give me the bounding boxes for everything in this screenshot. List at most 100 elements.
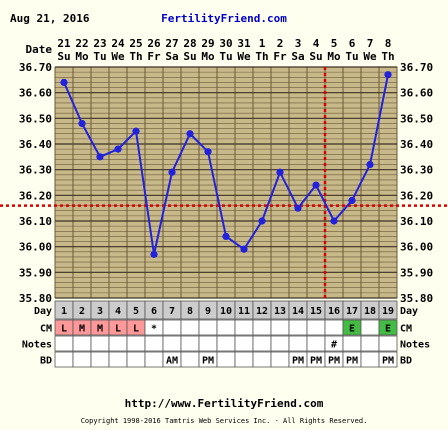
weekday-label: Su (183, 50, 196, 63)
footer-copyright: Copyright 1998-2016 Tamtris Web Services… (81, 417, 368, 425)
bd-cell-box (252, 351, 272, 368)
weekday-label: Mo (201, 50, 215, 63)
weekday-label: Fr (273, 50, 287, 63)
day-cell-text: 16 (328, 306, 340, 317)
notes-cell-box (108, 335, 128, 352)
bd-cell-text: PM (310, 356, 322, 367)
notes-cell-box (90, 335, 110, 352)
day-cell-text: 4 (115, 306, 121, 317)
date-label: 30 (219, 37, 232, 50)
notes-cell-box (360, 335, 380, 352)
y-tick-label-left: 36.10 (19, 215, 52, 228)
notes-cell-box (72, 335, 92, 352)
temperature-point (258, 217, 266, 225)
temperature-point (204, 148, 212, 156)
date-label: 21 (57, 37, 71, 50)
temperature-point (240, 245, 248, 253)
day-cell-text: 14 (292, 306, 304, 317)
y-tick-label-right: 36.40 (400, 138, 433, 151)
bd-cell-box (360, 351, 380, 368)
date-label: 27 (165, 37, 178, 50)
day-row-label-right: Day (400, 306, 418, 317)
temperature-point (276, 168, 284, 176)
notes-cell-box (288, 335, 308, 352)
date-label: 25 (129, 37, 142, 50)
y-tick-label-left: 36.40 (19, 138, 52, 151)
temperature-point (348, 196, 356, 205)
cm-cell-text: L (61, 324, 67, 335)
bd-cell-box (72, 351, 92, 368)
weekday-label: Su (309, 50, 322, 63)
weekday-label: Tu (345, 50, 358, 63)
bd-cell-box (54, 351, 74, 368)
notes-cell-box (162, 335, 182, 352)
weekday-label: Tu (219, 50, 232, 63)
bd-cell-box (144, 351, 164, 368)
y-tick-label-right: 36.60 (400, 87, 433, 100)
bd-cell-text: PM (346, 356, 358, 367)
y-tick-label-right: 36.70 (400, 61, 433, 74)
bd-cell-box (270, 351, 290, 368)
grid (54, 66, 398, 299)
day-cell-text: 19 (382, 306, 394, 317)
temperature-point (132, 127, 140, 135)
weekday-label: Th (255, 50, 268, 63)
date-label: 29 (201, 37, 214, 50)
temperature-point (60, 78, 68, 86)
temperature-points (60, 71, 392, 258)
notes-cell-box (198, 335, 218, 352)
day-cell-text: 6 (151, 306, 157, 317)
bd-cell-text: AM (166, 356, 178, 367)
cm-cell-text: M (79, 324, 85, 335)
y-tick-label-left: 36.70 (19, 61, 52, 74)
notes-row-label-right: Notes (400, 340, 430, 351)
y-tick-label-right: 36.20 (400, 189, 433, 202)
notes-cell-box (234, 335, 254, 352)
cm-row-label: CM (40, 324, 52, 335)
date-label: 8 (385, 37, 392, 50)
notes-cell-box (342, 335, 362, 352)
day-cell-text: 10 (220, 306, 232, 317)
date-label: 4 (313, 37, 320, 50)
bd-row-label-right: BD (400, 356, 412, 367)
y-tick-label-right: 36.10 (400, 215, 433, 228)
y-tick-label-left: 36.00 (19, 241, 52, 254)
cm-cell-box (324, 319, 344, 336)
weekday-label: We (363, 50, 377, 63)
day-row-label: Day (34, 306, 52, 317)
bd-cell-box (126, 351, 146, 368)
weekday-label: We (237, 50, 251, 63)
date-label: 5 (331, 37, 338, 50)
notes-cell-box (216, 335, 236, 352)
y-axis-right: 36.70 36.60 36.50 36.40 36.30 36.20 36.10 36.00… (400, 61, 433, 305)
date-label: 26 (147, 37, 161, 50)
notes-row-label: Notes (22, 340, 52, 351)
weekday-label: Mo (75, 50, 89, 63)
date-row: 21Su22Mo23Tu24We25Th26Fr27Sa28Su29Mo30Tu… (57, 37, 394, 63)
bd-cell-text: PM (202, 356, 214, 367)
cm-cell-box (360, 319, 380, 336)
day-cell-text: 9 (205, 306, 211, 317)
date-label: 22 (75, 37, 88, 50)
temperature-point (384, 71, 392, 79)
date-label: 3 (295, 37, 302, 50)
cm-cell-box (216, 319, 236, 336)
temperature-point (294, 204, 302, 212)
notes-cell-box (306, 335, 326, 352)
notes-cell-box (54, 335, 74, 352)
weekday-label: Mo (327, 50, 341, 63)
cm-cell-box (162, 319, 182, 336)
footer-url[interactable]: http://www.FertilityFriend.com (125, 397, 324, 410)
date-label: 1 (259, 37, 266, 50)
y-tick-label-left: 36.20 (19, 189, 52, 202)
notes-cell-text: # (331, 340, 337, 351)
notes-cell-box (270, 335, 290, 352)
date-label: 23 (93, 37, 106, 50)
weekday-label: Su (57, 50, 70, 63)
temperature-point (222, 232, 230, 240)
bd-row-label: BD (40, 356, 52, 367)
plot-area (55, 67, 397, 298)
date-label: 2 (277, 37, 284, 50)
